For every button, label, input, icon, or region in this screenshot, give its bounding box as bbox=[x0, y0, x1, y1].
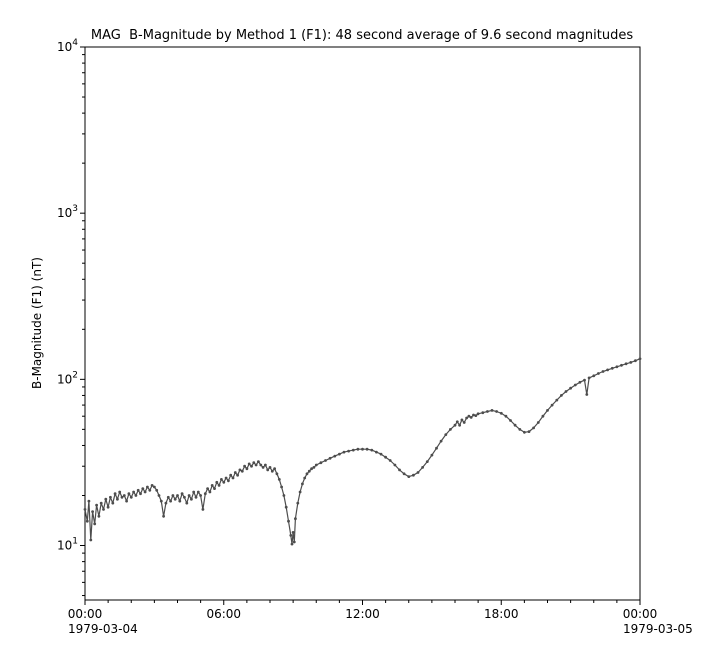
svg-text:06:00: 06:00 bbox=[206, 607, 241, 621]
svg-text:101: 101 bbox=[57, 537, 78, 553]
svg-text:103: 103 bbox=[57, 204, 78, 220]
svg-text:12:00: 12:00 bbox=[345, 607, 380, 621]
svg-text:102: 102 bbox=[57, 370, 78, 386]
svg-text:1979-03-05: 1979-03-05 bbox=[623, 622, 693, 636]
svg-text:00:00: 00:00 bbox=[68, 607, 103, 621]
svg-text:18:00: 18:00 bbox=[484, 607, 519, 621]
svg-text:104: 104 bbox=[57, 38, 78, 54]
plot-title: MAG B-Magnitude by Method 1 (F1): 48 sec… bbox=[90, 28, 634, 43]
svg-text:00:00: 00:00 bbox=[623, 607, 658, 621]
svg-text:1979-03-04: 1979-03-04 bbox=[68, 622, 138, 636]
